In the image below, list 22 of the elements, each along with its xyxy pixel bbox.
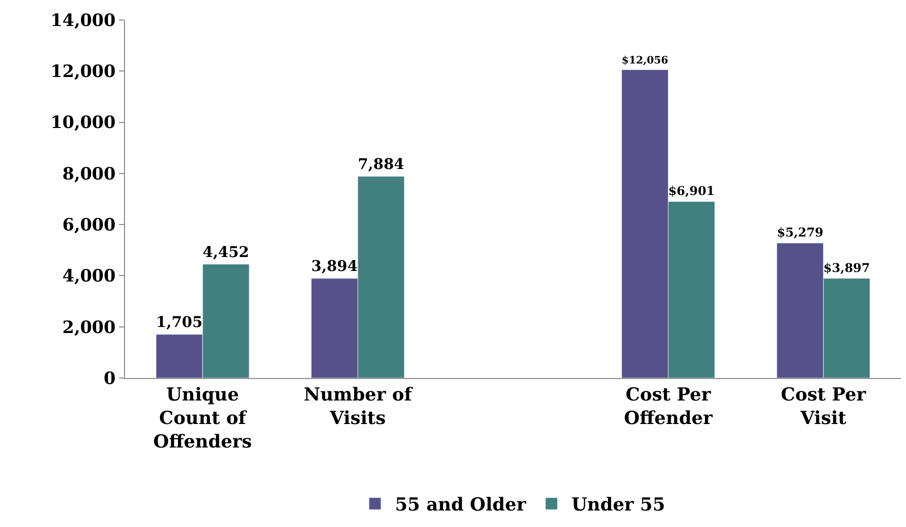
y-tick-label: 4,000	[62, 266, 116, 287]
data-label: 1,705	[156, 313, 203, 332]
data-label: $5,279	[776, 225, 824, 240]
y-tick-label: 14,000	[50, 10, 116, 31]
data-label: $6,901	[668, 184, 715, 198]
x-tick-label: Cost Per Visit	[780, 384, 866, 429]
data-label: 3,894	[311, 258, 358, 276]
legend-label: 55 and Older	[395, 494, 526, 516]
y-tick-label: 2,000	[62, 318, 116, 338]
data-label: $12,056	[622, 54, 668, 67]
data-label: $3,897	[823, 260, 870, 275]
y-tick-label: 0	[104, 368, 116, 389]
x-tick-label: Number of Visits	[304, 384, 414, 429]
y-tick-label: 10,000	[50, 113, 116, 134]
y-tick-label: 12,000	[50, 62, 116, 82]
data-label: 7,884	[358, 156, 404, 174]
y-tick-label: 8,000	[62, 164, 116, 184]
x-tick-label: Unique Count of Offenders	[153, 384, 252, 452]
x-tick-label: Cost Per Offender	[624, 384, 713, 429]
data-label: 4,452	[202, 242, 250, 261]
legend-label: Under 55	[571, 494, 666, 516]
y-tick-label: 6,000	[62, 216, 116, 236]
